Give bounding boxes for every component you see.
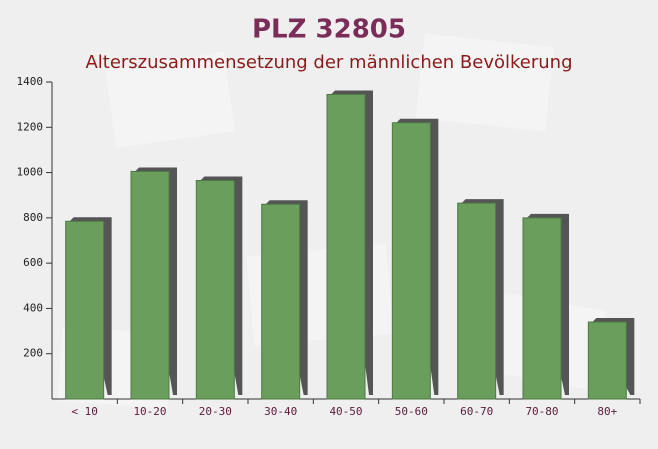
- bar: [587, 321, 627, 400]
- y-tick-label: 200: [23, 347, 43, 360]
- y-tick-label: 1200: [17, 120, 44, 133]
- bar: [522, 217, 562, 400]
- y-tick-label: 600: [23, 256, 43, 269]
- x-tick-label: 10-20: [133, 405, 166, 418]
- x-tick-label: 60-70: [460, 405, 493, 418]
- chart-title: PLZ 32805: [252, 15, 406, 45]
- x-tick-label: 80+: [597, 405, 617, 418]
- x-tick-label: < 10: [71, 405, 98, 418]
- bar: [326, 93, 366, 400]
- y-tick-label: 1400: [17, 75, 44, 88]
- bar: [65, 220, 105, 400]
- bar: [195, 179, 235, 400]
- y-tick-label: 800: [23, 211, 43, 224]
- y-tick-label: 1000: [17, 166, 44, 179]
- bar: [457, 202, 497, 400]
- y-tick-label: 400: [23, 301, 43, 314]
- x-tick-label: 40-50: [329, 405, 362, 418]
- x-tick-label: 70-80: [525, 405, 558, 418]
- bar: [391, 122, 431, 400]
- x-tick-label: 20-30: [199, 405, 232, 418]
- bar: [261, 203, 301, 400]
- bar: [130, 170, 170, 400]
- chart-subtitle: Alterszusammensetzung der männlichen Bev…: [85, 52, 572, 73]
- x-tick-label: 30-40: [264, 405, 297, 418]
- x-tick-label: 50-60: [395, 405, 428, 418]
